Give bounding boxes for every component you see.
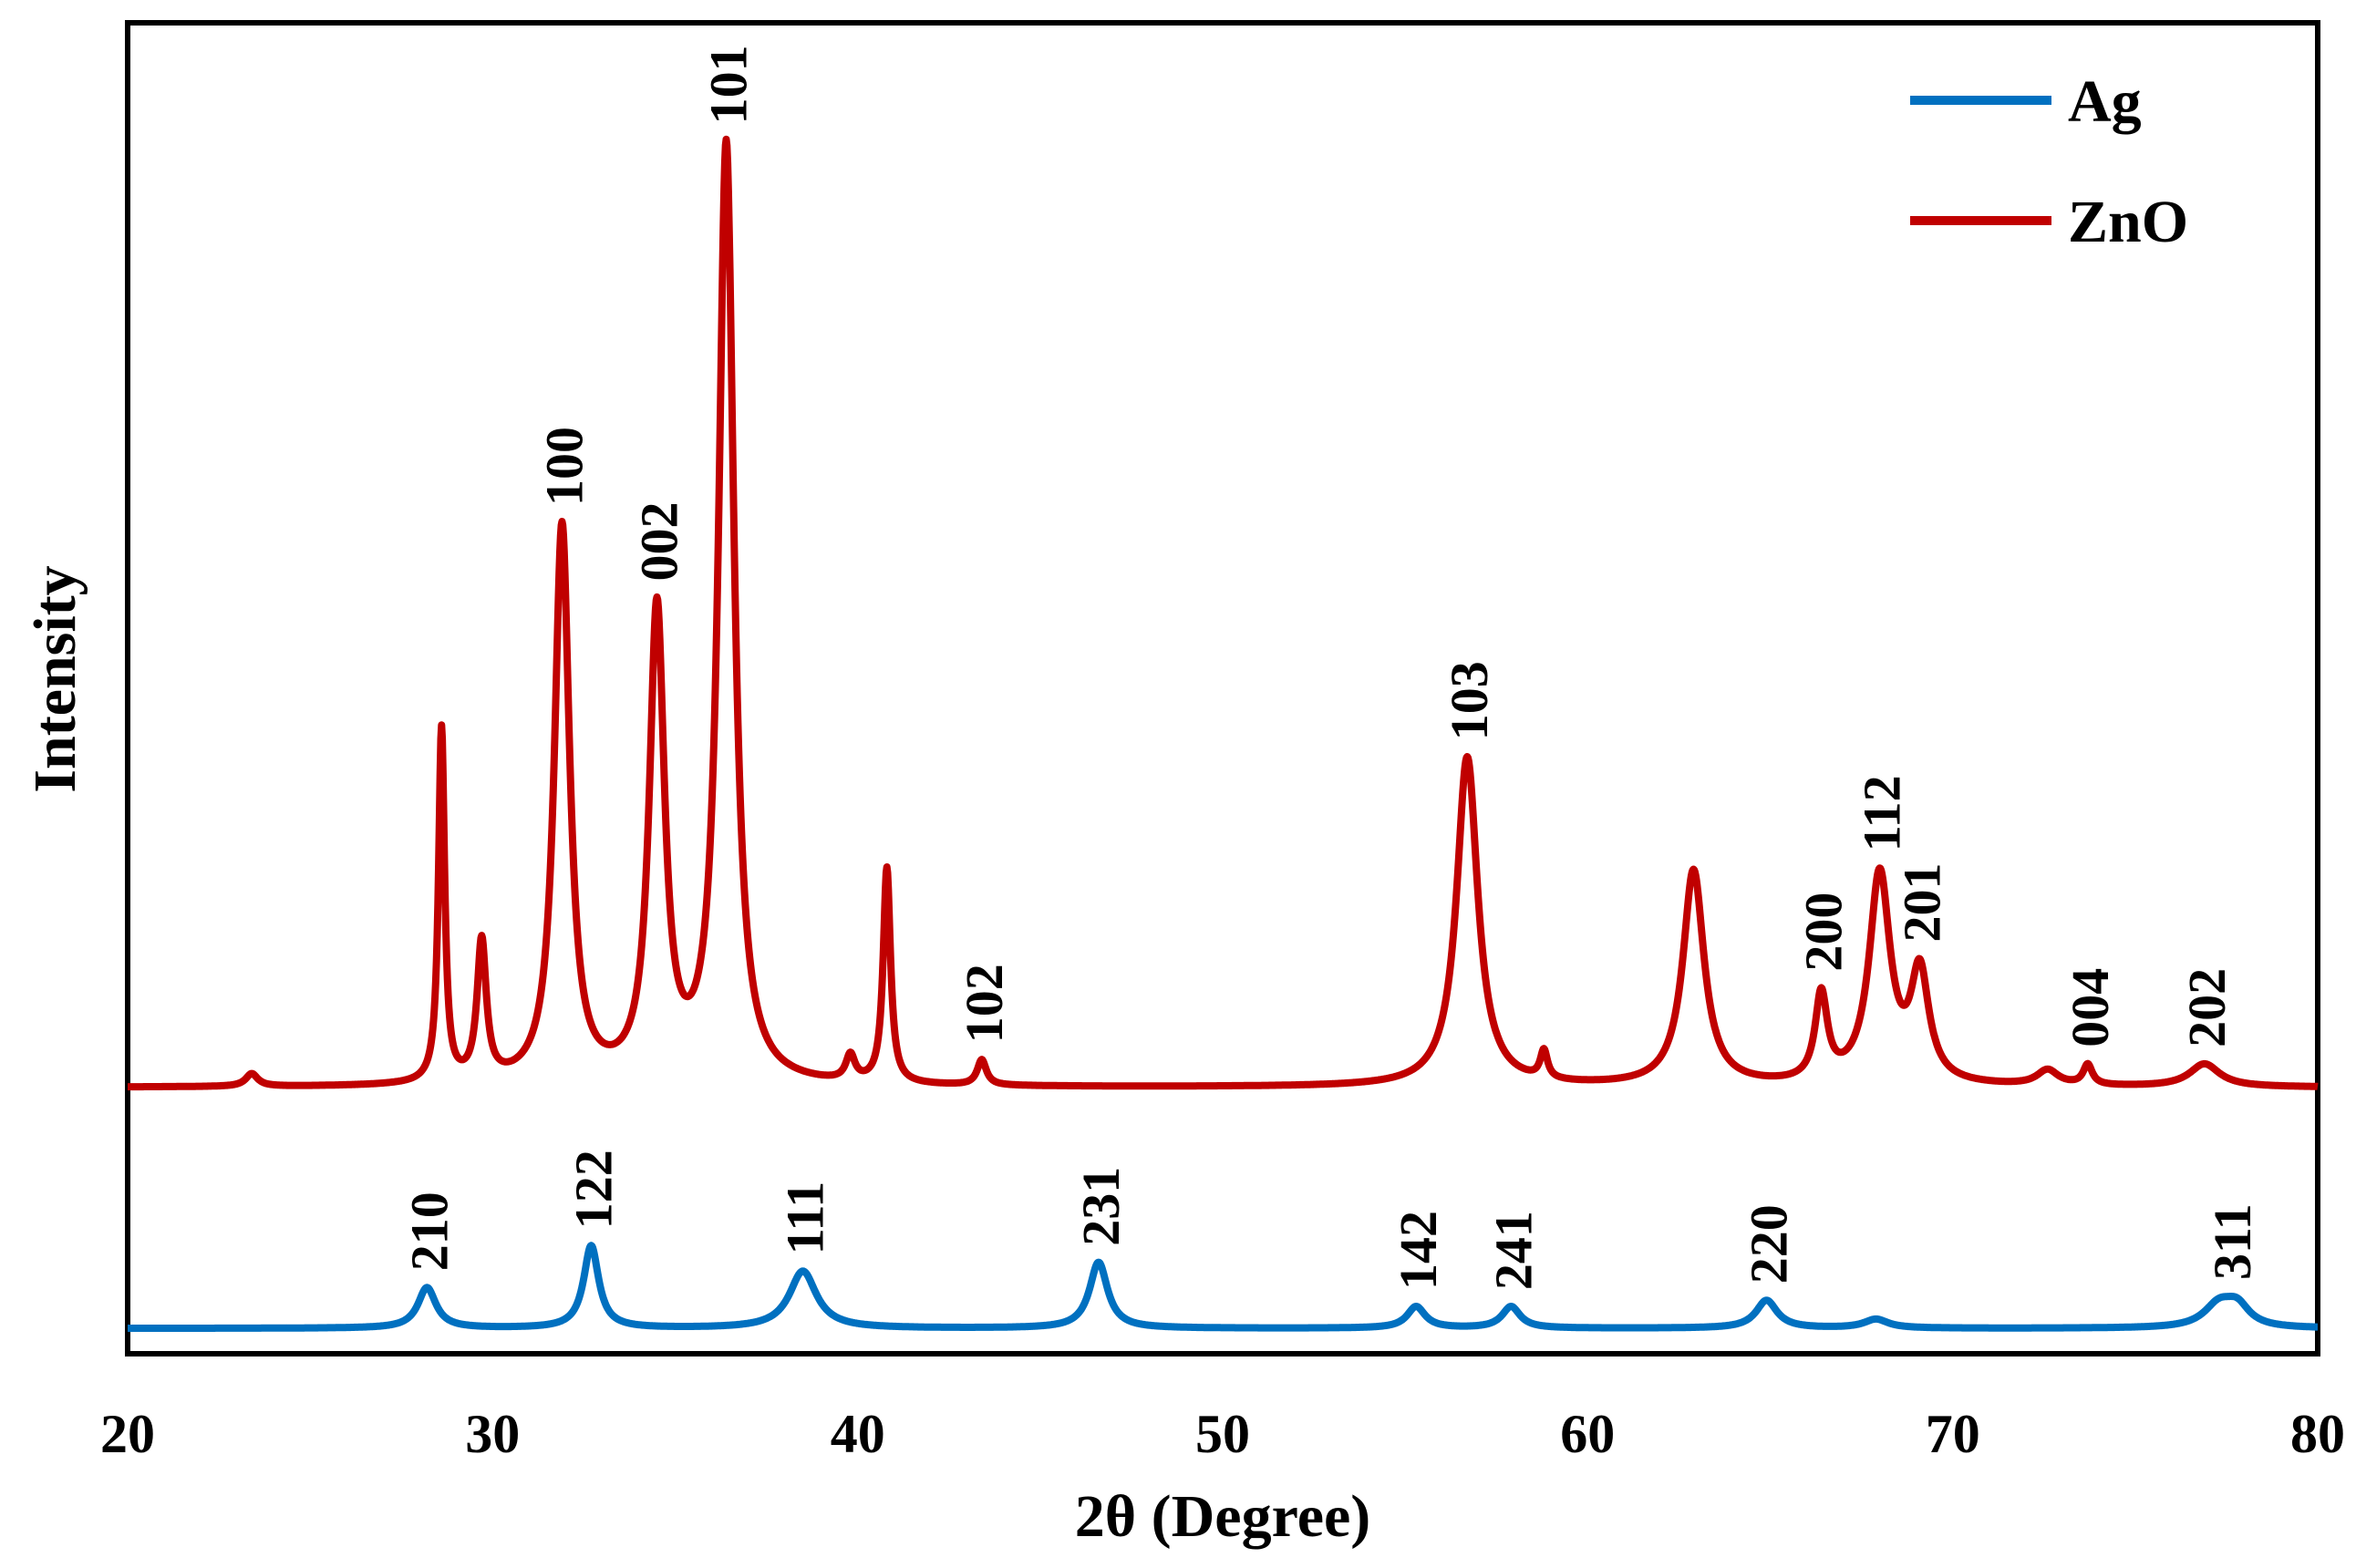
x-axis-label: 2θ (Degree) (1075, 1483, 1371, 1550)
annotation-layer: 210 122 111 231 142 241 220 311 100 002 101 102 103 2… (399, 45, 2262, 1290)
x-tick-label-60: 60 (1560, 1404, 1615, 1464)
peak-label-ag-220: 220 (1740, 1204, 1799, 1284)
peak-label-ag-122: 122 (563, 1150, 623, 1229)
plot-area-frame (125, 20, 2320, 1357)
peak-label-zno-100: 100 (534, 427, 594, 506)
x-tick-label-80: 80 (2290, 1404, 2345, 1464)
x-tick-label-40: 40 (831, 1404, 885, 1464)
peak-label-ag-210: 210 (399, 1191, 459, 1271)
peak-label-zno-200: 200 (1794, 892, 1854, 972)
x-tick-label-50: 50 (1195, 1404, 1250, 1464)
series-line-zno (124, 135, 2321, 1091)
x-tick-label-70: 70 (1926, 1404, 1980, 1464)
peak-label-zno-201: 201 (1893, 863, 1952, 943)
legend-label-ag: Ag (2068, 68, 2142, 135)
peak-label-zno-002: 002 (630, 502, 689, 582)
peak-label-ag-142: 142 (1389, 1211, 1448, 1290)
x-tick-label-30: 30 (465, 1404, 520, 1464)
y-axis-label: Intensity (22, 565, 88, 792)
peak-label-ag-241: 241 (1483, 1211, 1543, 1290)
x-tick-label-20: 20 (100, 1404, 155, 1464)
peak-label-ag-311: 311 (2203, 1203, 2262, 1280)
peak-label-ag-231: 231 (1071, 1167, 1131, 1246)
peak-label-ag-111: 111 (776, 1181, 835, 1255)
peak-label-zno-112: 112 (1853, 775, 1912, 851)
series-layer (124, 135, 2321, 1332)
peak-label-zno-101: 101 (699, 45, 759, 124)
legend: Ag ZnO (1910, 68, 2188, 255)
peak-label-zno-004: 004 (2061, 968, 2120, 1047)
legend-label-zno: ZnO (2068, 189, 2188, 255)
peak-label-zno-102: 102 (955, 964, 1014, 1043)
peak-label-zno-202: 202 (2177, 968, 2237, 1047)
peak-label-zno-103: 103 (1440, 661, 1499, 740)
series-line-ag (124, 1242, 2321, 1332)
x-tick-layer: 20 30 40 50 60 70 80 (100, 1404, 2345, 1464)
